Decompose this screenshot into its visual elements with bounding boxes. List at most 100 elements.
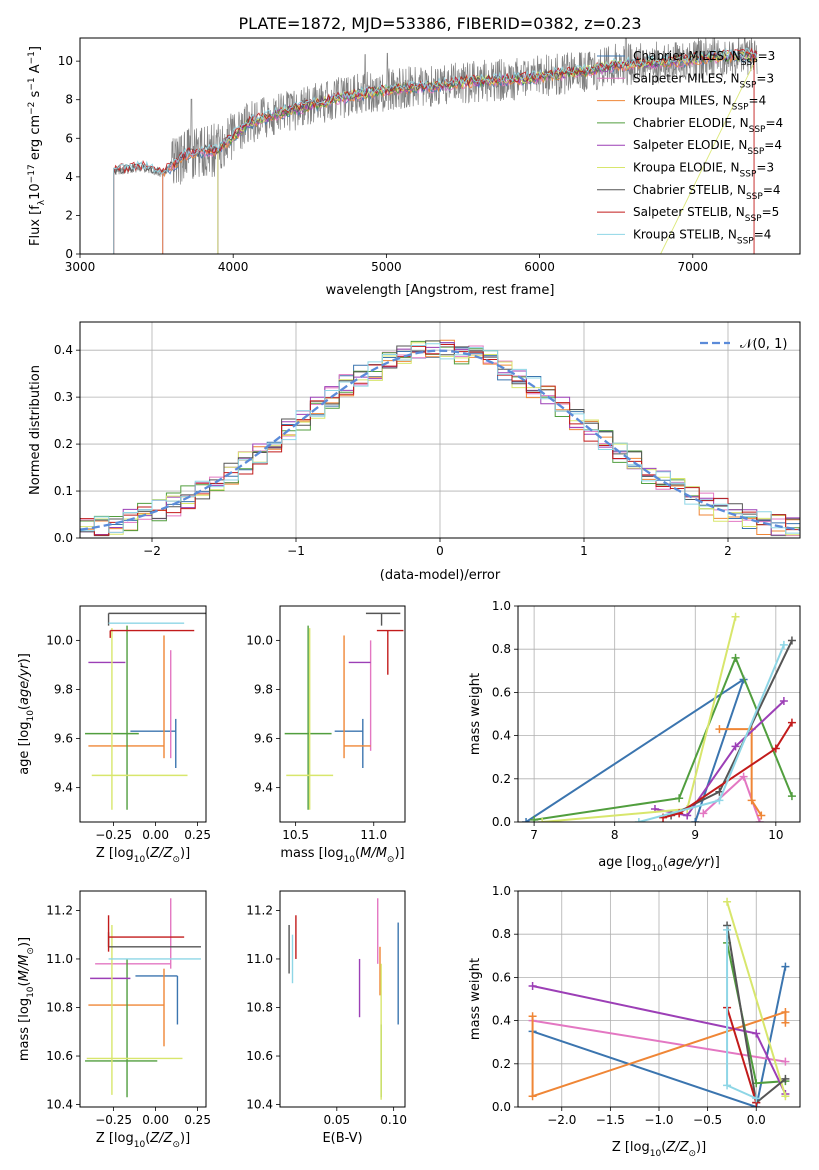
point-marker-chabrier_elodie xyxy=(675,794,684,803)
x-axis-label: Z [log10(Z/Z⊙)] xyxy=(612,1140,706,1159)
point-marker-salpeter_stelib xyxy=(787,718,796,727)
y-tick-label: 6 xyxy=(65,131,73,145)
legend-label: 𝒩(0, 1) xyxy=(740,337,787,352)
y-tick-label: 10.4 xyxy=(246,1098,273,1112)
point-marker-chabrier_miles xyxy=(781,962,790,971)
point-marker-salpeter_miles xyxy=(699,809,708,818)
point-marker-kroupa_miles xyxy=(528,1092,537,1101)
y-tick-label: 0.0 xyxy=(492,1100,511,1114)
point-marker-salpeter_miles xyxy=(739,772,748,781)
point-marker-chabrier_elodie xyxy=(787,792,796,801)
error-bar-salpeter_stelib xyxy=(107,915,185,952)
axes-frame: −0.25 0.00 0.25 9.4 9.6 9.8 10.0 Z [log10(Z/Z⊙)… xyxy=(17,605,211,865)
x-tick-label: −2.0 xyxy=(547,1113,576,1127)
y-tick-label: 0.4 xyxy=(492,1014,511,1028)
plot-area xyxy=(113,38,758,254)
point-marker-chabrier_elodie xyxy=(731,653,740,662)
y-tick-label: 9.4 xyxy=(54,781,73,795)
plot-area xyxy=(528,897,790,1107)
x-tick-label: −0.5 xyxy=(693,1113,722,1127)
x-tick-label: 9 xyxy=(691,828,699,842)
point-marker-kroupa_miles xyxy=(781,1007,790,1016)
point-marker-kroupa_miles xyxy=(528,1012,537,1021)
error-bar-salpeter_stelib xyxy=(376,629,404,675)
series-line-salpeter_miles xyxy=(532,1019,786,1063)
legend-label: Salpeter ELODIE, NSSP=4 xyxy=(633,138,782,157)
legend-label: Kroupa STELIB, NSSP=4 xyxy=(633,227,771,246)
point-marker-kroupa_miles xyxy=(747,796,756,805)
weight-vs-age-panel: 7 8 9 10 0.0 0.2 0.4 0.6 0.8 1.0 age [log10(age/yr… xyxy=(468,599,801,874)
x-axis-label: (data-model)/error xyxy=(380,568,501,583)
series-line-salpeter_stelib xyxy=(662,722,793,819)
y-tick-label: 0.6 xyxy=(492,685,511,699)
error-bar-chabrier_stelib xyxy=(107,932,201,948)
y-tick-label: 10.4 xyxy=(46,1098,73,1112)
y-tick-label: 0.1 xyxy=(54,484,73,498)
x-tick-label: 0 xyxy=(436,544,444,558)
x-tick-label: 11.0 xyxy=(360,828,387,842)
error-bar-kroupa_miles xyxy=(88,635,165,759)
y-tick-label: 10.0 xyxy=(246,633,273,647)
x-tick-label: 10.5 xyxy=(282,828,309,842)
point-marker-salpeter_elodie xyxy=(731,742,740,751)
x-tick-label: −2 xyxy=(143,544,161,558)
point-marker-kroupa_stelib xyxy=(723,1081,732,1090)
error-bar-chabrier_miles xyxy=(135,975,179,1025)
legend-label: Kroupa MILES, NSSP=4 xyxy=(633,94,766,113)
axes-frame: 0.05 0.10 10.4 10.6 10.8 11.0 11.2 E(B-V) xyxy=(246,890,407,1146)
x-tick-label: 7000 xyxy=(677,260,708,274)
series-line-salpeter_stelib xyxy=(726,1007,758,1103)
y-tick-label: 11.2 xyxy=(246,903,273,917)
x-tick-label: −0.25 xyxy=(95,828,132,842)
error-bar-chabrier_elodie xyxy=(284,625,332,810)
y-tick-label: 10.8 xyxy=(46,1000,73,1014)
y-tick-label: 1.0 xyxy=(492,599,511,613)
x-tick-label: 5000 xyxy=(371,260,402,274)
y-tick-label: 10 xyxy=(58,54,73,68)
point-marker-kroupa_elodie xyxy=(781,1092,790,1101)
axes-frame: −2.0 −1.5 −1.0 −0.5 0.0 0.0 0.2 0.4 0.6 0.8 1.0 Z [… xyxy=(468,884,801,1159)
series-line-kroupa_miles xyxy=(531,1010,787,1098)
x-tick-label: 2 xyxy=(724,544,732,558)
y-axis-label: Flux [fλ10−17 erg cm−2 s−1 A−1] xyxy=(27,46,47,246)
age_vs_mass-panel: 10.5 11.0 9.4 9.6 9.8 10.0 mass [log10(M/M⊙)] xyxy=(246,605,406,865)
y-tick-label: 0.6 xyxy=(492,970,511,984)
y-tick-label: 0.4 xyxy=(54,343,73,357)
point-marker-salpeter_elodie xyxy=(528,982,537,991)
y-axis-label: mass weight xyxy=(468,958,483,1040)
point-marker-kroupa_elodie xyxy=(723,897,732,906)
point-marker-kroupa_stelib xyxy=(752,1094,761,1103)
x-tick-label: 3000 xyxy=(65,260,96,274)
y-tick-label: 9.8 xyxy=(54,682,73,696)
y-axis-label: Normed distribution xyxy=(28,365,43,495)
x-tick-label: −1 xyxy=(287,544,305,558)
y-tick-label: 11.0 xyxy=(246,952,273,966)
error-bar-kroupa_elodie xyxy=(286,628,334,810)
x-axis-label: mass [log10(M/M⊙)] xyxy=(280,846,404,865)
spectrum-panel: 3000 4000 5000 6000 7000 0 2 4 6 8 10 Chabrier MILE… xyxy=(27,37,801,298)
error-bar-kroupa_miles xyxy=(88,968,165,1047)
legend-label: Kroupa ELODIE, NSSP=3 xyxy=(633,161,774,180)
x-tick-label: 7 xyxy=(530,828,538,842)
figure-title: PLATE=1872, MJD=53386, FIBERID=0382, z=0… xyxy=(238,14,641,33)
weight-vs-Z-panel: −2.0 −1.5 −1.0 −0.5 0.0 0.0 0.2 0.4 0.6 0.8 1.0 Z [… xyxy=(468,884,801,1159)
legend-label: Chabrier ELODIE, NSSP=4 xyxy=(633,116,783,135)
spectrum-model-line-kroupa_stelib xyxy=(113,47,758,254)
x-axis-label: age [log10(age/yr)] xyxy=(598,855,720,874)
y-tick-label: 2 xyxy=(65,208,73,222)
y-tick-label: 11.0 xyxy=(46,952,73,966)
y-tick-label: 0.2 xyxy=(54,437,73,451)
axes-frame: −0.25 0.00 0.25 10.4 10.6 10.8 11.0 11.2 Z [log1… xyxy=(17,890,211,1150)
point-marker-salpeter_elodie xyxy=(779,697,788,706)
x-tick-label: 1 xyxy=(580,544,588,558)
point-marker-salpeter_miles xyxy=(781,1057,790,1066)
y-tick-label: 10.6 xyxy=(246,1049,273,1063)
spectrum-model-line-salpeter_elodie xyxy=(217,50,757,254)
series-line-chabrier_miles xyxy=(532,966,787,1107)
y-axis-label: mass weight xyxy=(468,673,483,755)
x-tick-label: 0.05 xyxy=(323,1113,350,1127)
x-tick-label: 0.0 xyxy=(747,1113,766,1127)
point-marker-kroupa_stelib xyxy=(723,925,732,934)
residuals-panel: −2 −1 0 1 2 0.0 0.1 0.2 0.3 0.4 𝒩(0, 1) (data-model… xyxy=(28,321,801,583)
